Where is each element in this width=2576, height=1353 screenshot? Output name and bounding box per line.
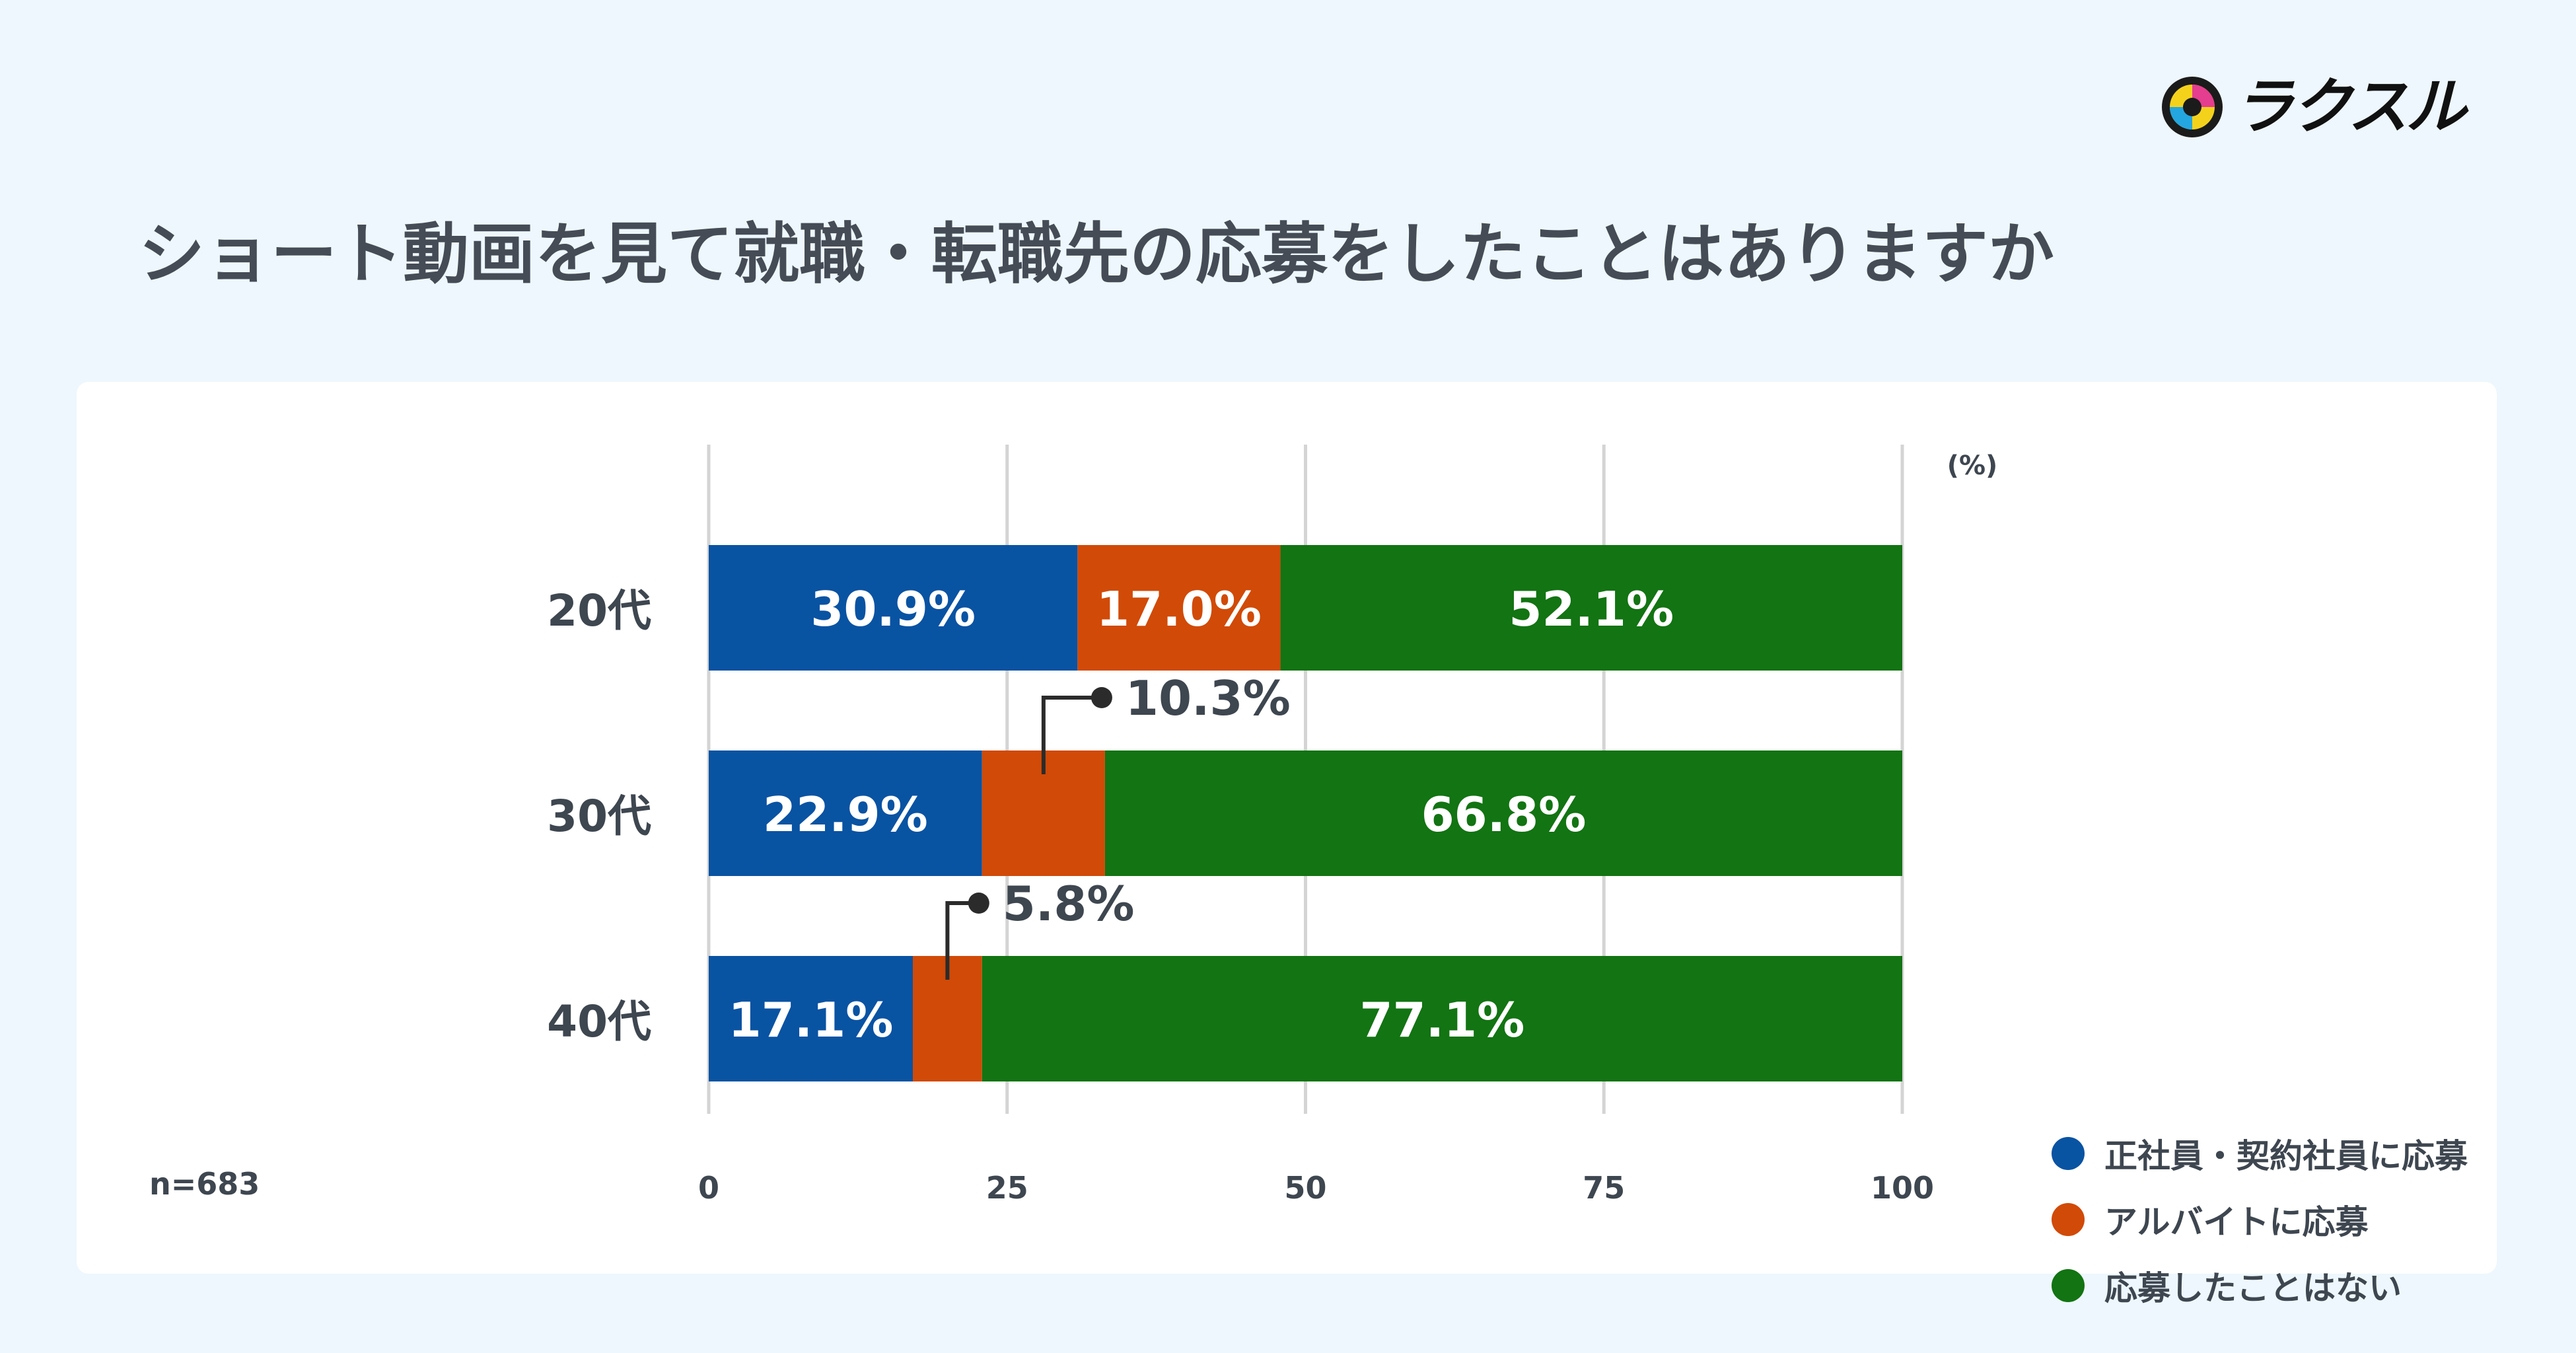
logo-text: ラクスル: [2233, 71, 2466, 142]
legend-swatch-parttime: [2052, 1203, 2085, 1236]
data-label-never-40代: 77.1%: [1360, 992, 1525, 1048]
data-label-parttime-30代: 10.3%: [1126, 671, 1291, 726]
chart-legend: 正社員・契約社員に応募 アルバイトに応募 応募したことはない: [2052, 1120, 2468, 1319]
legend-label-parttime: アルバイトに応募: [2104, 1203, 2369, 1241]
data-label-fulltime-20代: 30.9%: [810, 581, 976, 637]
x-tick-label-25: 25: [986, 1170, 1028, 1206]
stacked-bar-chart: 0 25 50 75 100 (%) n=683 20代 30.9% 17.0% 52.1% 30代 2…: [149, 445, 1998, 1206]
category-label-30代: 30代: [547, 791, 651, 842]
data-label-fulltime-30代: 22.9%: [763, 787, 928, 842]
sample-size-note: n=683: [149, 1166, 260, 1202]
legend-swatch-fulltime: [2052, 1137, 2085, 1170]
bar-never-30代: [1104, 750, 1902, 876]
legend-label-fulltime: 正社員・契約社員に応募: [2104, 1137, 2468, 1175]
legend-swatch-never: [2052, 1269, 2085, 1302]
chart-title: ショート動画を見て就職・転職先の応募をしたことはありますか: [139, 215, 2054, 293]
bar-never-40代: [982, 956, 1902, 1081]
legend-item-parttime: アルバイトに応募: [2052, 1187, 2468, 1253]
legend-label-never: 応募したことはない: [2104, 1269, 2402, 1307]
data-label-never-30代: 66.8%: [1421, 787, 1587, 842]
chart-card: 0 25 50 75 100 (%) n=683 20代 30.9% 17.0% 52.1% 30代 2…: [77, 382, 2497, 1307]
data-label-parttime-40代: 5.8%: [1003, 876, 1135, 932]
category-label-40代: 40代: [547, 996, 651, 1047]
bar-fulltime-40代: [709, 956, 913, 1081]
callout-dot-parttime-30代: [1091, 687, 1112, 708]
data-label-never-20代: 52.1%: [1509, 581, 1674, 637]
x-tick-label-100: 100: [1871, 1170, 1934, 1206]
unit-label: (%): [1947, 451, 1998, 481]
data-label-fulltime-40代: 17.1%: [729, 992, 894, 1048]
x-tick-label-75: 75: [1583, 1170, 1625, 1206]
x-tick-label-0: 0: [698, 1170, 719, 1206]
brand-logo: ラクスル: [2159, 71, 2466, 142]
x-tick-label-50: 50: [1284, 1170, 1326, 1206]
category-label-20代: 20代: [547, 585, 651, 636]
callout-dot-parttime-40代: [968, 893, 989, 914]
legend-item-never: 応募したことはない: [2052, 1253, 2468, 1319]
logo-emblem-icon: [2161, 77, 2223, 137]
bar-parttime-20代: [1077, 545, 1281, 671]
data-label-parttime-20代: 17.0%: [1096, 581, 1262, 637]
legend-item-fulltime: 正社員・契約社員に応募: [2052, 1120, 2468, 1187]
callout-line-parttime-30代: [1041, 696, 1102, 774]
bar-fulltime-20代: [709, 545, 1078, 671]
bar-fulltime-30代: [709, 750, 982, 876]
bar-never-20代: [1280, 545, 1902, 671]
